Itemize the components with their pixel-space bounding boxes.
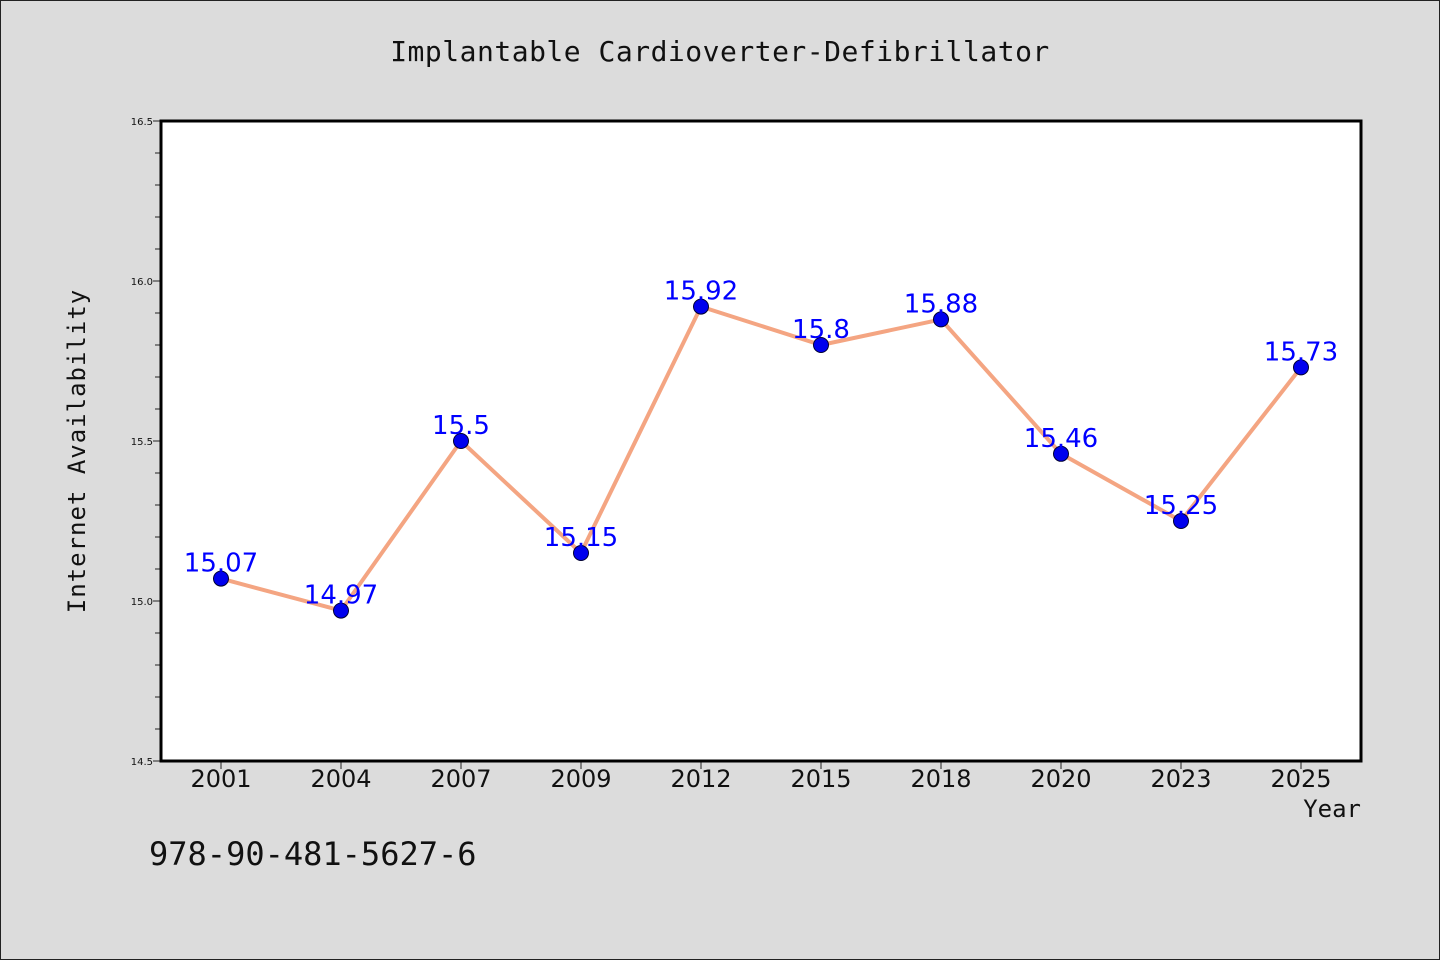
x-tick-label: 2001	[190, 765, 251, 793]
data-point	[933, 311, 949, 328]
y-axis-label: Internet Availability	[63, 288, 91, 614]
plot-frame	[159, 119, 1363, 763]
y-tick-label: 16.0	[131, 277, 153, 288]
y-tick-label: 16.5	[131, 117, 153, 128]
data-label: 14.97	[304, 581, 378, 611]
data-point	[333, 602, 349, 619]
x-tick-label: 2009	[550, 765, 611, 793]
data-label: 15.15	[544, 523, 618, 553]
data-label: 15.88	[904, 289, 978, 319]
data-label: 15.25	[1144, 491, 1218, 521]
plot-background	[161, 121, 1361, 761]
y-tick-label: 15.5	[131, 437, 153, 448]
data-point	[1293, 359, 1309, 376]
data-point	[1173, 513, 1189, 529]
data-label: 15.07	[184, 549, 258, 579]
x-tick-label: 2004	[310, 765, 371, 793]
footer-code: 978-90-481-5627-6	[149, 835, 477, 873]
data-point	[453, 433, 469, 449]
data-point	[813, 337, 829, 353]
chart-title: Implantable Cardioverter-Defibrillator	[390, 35, 1050, 68]
x-tick-label: 2007	[430, 765, 491, 793]
data-label: 15.46	[1024, 424, 1098, 454]
x-tick-label: 2020	[1030, 765, 1091, 793]
data-label: 15.5	[432, 411, 490, 441]
x-tick-label: 2023	[1150, 765, 1211, 793]
y-tick-label: 14.5	[131, 757, 153, 768]
data-point	[693, 298, 709, 315]
x-axis-label: Year	[1303, 795, 1361, 823]
data-label: 15.92	[664, 277, 738, 307]
x-tick-label: 2025	[1270, 765, 1331, 793]
series-line	[219, 304, 1303, 613]
data-label: 15.73	[1264, 337, 1338, 367]
data-label: 15.8	[792, 315, 850, 345]
data-point	[1053, 445, 1069, 462]
x-tick-label: 2012	[670, 765, 731, 793]
y-tick-label: 15.0	[131, 597, 153, 608]
data-point	[573, 545, 589, 561]
x-tick-label: 2018	[910, 765, 971, 793]
data-point	[213, 570, 229, 587]
x-tick-label: 2015	[790, 765, 851, 793]
